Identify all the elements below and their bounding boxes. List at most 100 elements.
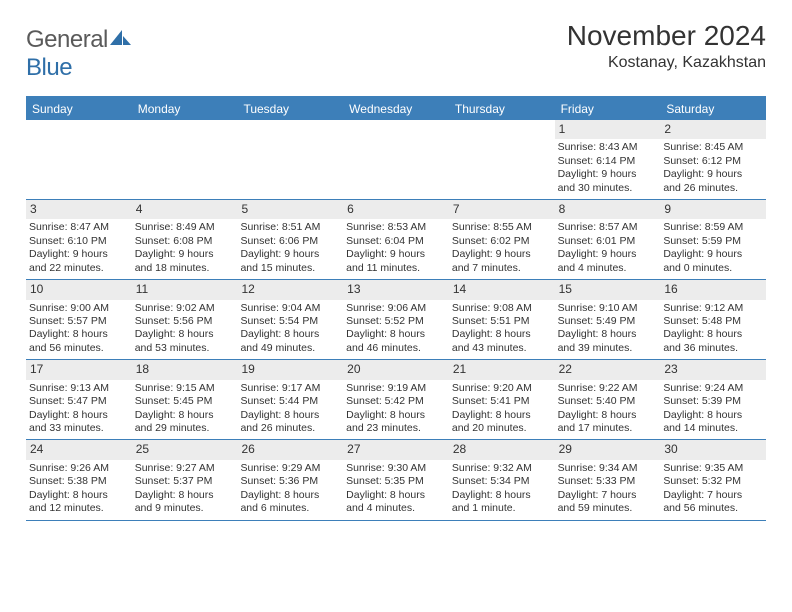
day-detail-line: Sunset: 6:04 PM [346, 235, 446, 248]
calendar-cell [237, 120, 343, 199]
day-detail-line: Sunrise: 8:49 AM [135, 221, 235, 234]
day-detail-line: Sunrise: 9:15 AM [135, 382, 235, 395]
day-detail-line: Sunrise: 8:47 AM [29, 221, 129, 234]
day-detail-line: Sunrise: 9:00 AM [29, 302, 129, 315]
calendar-cell: 30Sunrise: 9:35 AMSunset: 5:32 PMDayligh… [660, 440, 766, 519]
day-number: 28 [449, 440, 555, 459]
day-number: 22 [555, 360, 661, 379]
day-detail-line: Daylight: 9 hours [663, 248, 763, 261]
day-detail-line: and 56 minutes. [29, 342, 129, 355]
day-detail-line: Sunset: 6:02 PM [452, 235, 552, 248]
calendar-cell: 10Sunrise: 9:00 AMSunset: 5:57 PMDayligh… [26, 280, 132, 359]
calendar-cell: 23Sunrise: 9:24 AMSunset: 5:39 PMDayligh… [660, 360, 766, 439]
day-detail-line: and 17 minutes. [558, 422, 658, 435]
day-detail-line: and 26 minutes. [663, 182, 763, 195]
day-detail-line: and 15 minutes. [240, 262, 340, 275]
day-detail-line: and 59 minutes. [558, 502, 658, 515]
day-detail-line: and 4 minutes. [346, 502, 446, 515]
weekday-header: Sunday Monday Tuesday Wednesday Thursday… [26, 98, 766, 120]
day-detail-line: and 56 minutes. [663, 502, 763, 515]
day-detail-line: Daylight: 8 hours [558, 409, 658, 422]
day-number: 19 [237, 360, 343, 379]
day-detail-line: Daylight: 8 hours [346, 328, 446, 341]
day-detail-line: and 22 minutes. [29, 262, 129, 275]
day-detail-line: Sunrise: 9:02 AM [135, 302, 235, 315]
day-number: 15 [555, 280, 661, 299]
day-number: 9 [660, 200, 766, 219]
day-detail-line: and 7 minutes. [452, 262, 552, 275]
day-detail-line: Sunset: 5:49 PM [558, 315, 658, 328]
calendar-row: 24 Sunrise: 9:26 AMSunset: 5:38 PM Dayligh… [26, 440, 766, 520]
calendar-cell: 20Sunrise: 9:19 AMSunset: 5:42 PMDayligh… [343, 360, 449, 439]
day-number: 18 [132, 360, 238, 379]
day-detail-line: Sunset: 5:41 PM [452, 395, 552, 408]
weekday-friday: Friday [555, 98, 661, 120]
day-detail-line: and 53 minutes. [135, 342, 235, 355]
day-detail-line: Daylight: 8 hours [135, 489, 235, 502]
day-number: 4 [132, 200, 238, 219]
calendar-cell: 27Sunrise: 9:30 AMSunset: 5:35 PMDayligh… [343, 440, 449, 519]
day-detail-line: and 46 minutes. [346, 342, 446, 355]
weekday-sunday: Sunday [26, 98, 132, 120]
calendar-cell: 18Sunrise: 9:15 AMSunset: 5:45 PMDayligh… [132, 360, 238, 439]
day-detail-line: and 12 minutes. [29, 502, 129, 515]
calendar: Sunday Monday Tuesday Wednesday Thursday… [26, 96, 766, 521]
day-detail-line: Daylight: 9 hours [29, 248, 129, 261]
day-detail-line: Sunset: 6:01 PM [558, 235, 658, 248]
title-block: November 2024 Kostanay, Kazakhstan [567, 20, 766, 72]
day-number: 24 [26, 440, 132, 459]
day-detail-line: Sunrise: 9:26 AM [29, 462, 129, 475]
day-detail-line: Sunset: 5:40 PM [558, 395, 658, 408]
day-detail-line: Sunset: 5:32 PM [663, 475, 763, 488]
day-detail-line: and 11 minutes. [346, 262, 446, 275]
calendar-cell: 16Sunrise: 9:12 AMSunset: 5:48 PMDayligh… [660, 280, 766, 359]
day-detail-line: Daylight: 8 hours [29, 409, 129, 422]
day-detail-line: Daylight: 8 hours [135, 328, 235, 341]
day-detail-line: Sunrise: 8:45 AM [663, 141, 763, 154]
calendar-cell: 15Sunrise: 9:10 AMSunset: 5:49 PMDayligh… [555, 280, 661, 359]
day-detail-line: Sunset: 5:56 PM [135, 315, 235, 328]
day-detail-line: Sunset: 5:38 PM [29, 475, 129, 488]
day-detail-line: and 9 minutes. [135, 502, 235, 515]
day-number: 11 [132, 280, 238, 299]
day-detail-line: Daylight: 8 hours [663, 409, 763, 422]
calendar-cell: 19Sunrise: 9:17 AMSunset: 5:44 PMDayligh… [237, 360, 343, 439]
calendar-cell: 12Sunrise: 9:04 AMSunset: 5:54 PMDayligh… [237, 280, 343, 359]
day-detail-line: Daylight: 8 hours [240, 489, 340, 502]
day-number: 1 [555, 120, 661, 139]
day-detail-line: Daylight: 9 hours [663, 168, 763, 181]
day-detail-line: Sunset: 5:37 PM [135, 475, 235, 488]
day-detail-line: Daylight: 8 hours [452, 489, 552, 502]
day-number: 26 [237, 440, 343, 459]
day-detail-line: Sunset: 5:45 PM [135, 395, 235, 408]
calendar-row: 17Sunrise: 9:13 AMSunset: 5:47 PMDayligh… [26, 360, 766, 440]
day-detail-line: Sunset: 6:12 PM [663, 155, 763, 168]
day-detail-line: Sunset: 5:33 PM [558, 475, 658, 488]
day-number: 30 [660, 440, 766, 459]
calendar-cell [449, 120, 555, 199]
brand-text: General Blue [26, 26, 132, 82]
calendar-row: 10Sunrise: 9:00 AMSunset: 5:57 PMDayligh… [26, 280, 766, 360]
calendar-cell: 14Sunrise: 9:08 AMSunset: 5:51 PMDayligh… [449, 280, 555, 359]
day-detail-line: and 23 minutes. [346, 422, 446, 435]
location: Kostanay, Kazakhstan [567, 54, 766, 72]
day-detail-line: and 1 minute. [452, 502, 552, 515]
day-detail-line: Sunrise: 9:27 AM [135, 462, 235, 475]
day-number: 7 [449, 200, 555, 219]
day-detail-line: Daylight: 9 hours [135, 248, 235, 261]
calendar-cell: 21Sunrise: 9:20 AMSunset: 5:41 PMDayligh… [449, 360, 555, 439]
day-detail-line: Sunrise: 9:29 AM [240, 462, 340, 475]
day-number: 2 [660, 120, 766, 139]
day-detail-line: Sunrise: 9:34 AM [558, 462, 658, 475]
day-detail-line: Sunset: 5:47 PM [29, 395, 129, 408]
calendar-cell: 8Sunrise: 8:57 AMSunset: 6:01 PMDaylight… [555, 200, 661, 279]
day-number: 14 [449, 280, 555, 299]
day-number: 29 [555, 440, 661, 459]
day-detail-line: Sunrise: 9:08 AM [452, 302, 552, 315]
calendar-cell: 9Sunrise: 8:59 AMSunset: 5:59 PMDaylight… [660, 200, 766, 279]
day-detail-line: and 4 minutes. [558, 262, 658, 275]
day-detail-line: Daylight: 8 hours [29, 328, 129, 341]
calendar-cell: 7Sunrise: 8:55 AMSunset: 6:02 PMDaylight… [449, 200, 555, 279]
day-detail-line: Daylight: 8 hours [558, 328, 658, 341]
day-detail-line: Sunrise: 9:30 AM [346, 462, 446, 475]
